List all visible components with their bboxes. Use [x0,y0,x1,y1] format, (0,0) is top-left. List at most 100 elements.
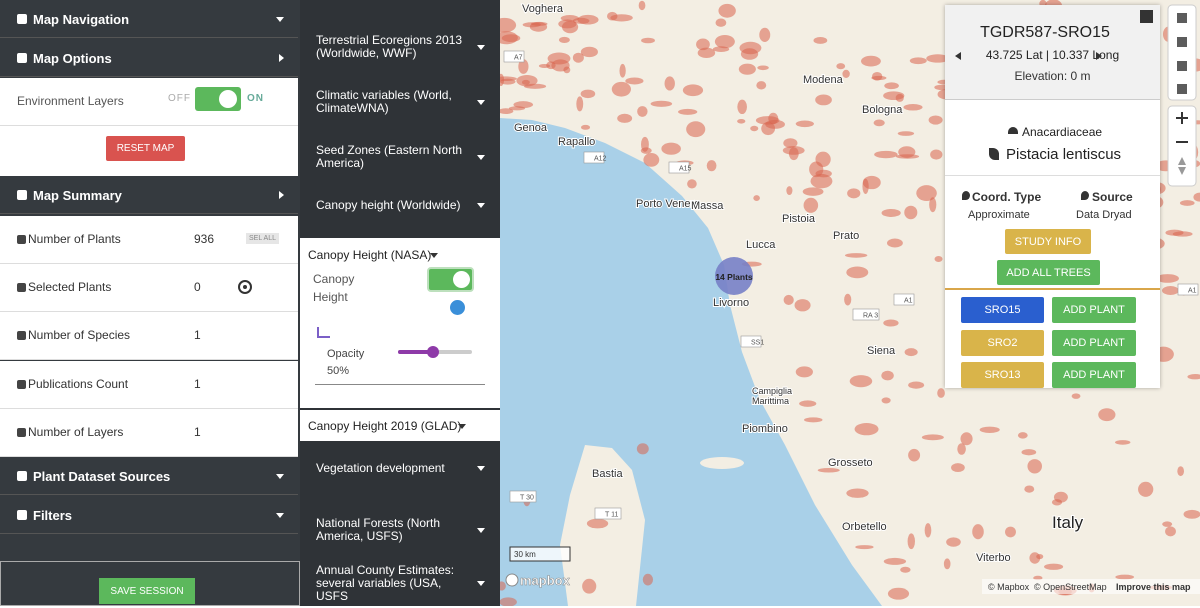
road-label: A15 [679,166,692,173]
coord-type-value: Approximate [968,209,1030,221]
section-title: Filters [33,508,73,523]
summary-row: Number of Layers 1 [0,408,298,457]
compass[interactable] [1178,157,1186,175]
canopy-patch [678,108,698,115]
canopy-patch [508,106,526,111]
attribution[interactable]: Improve this map [1116,582,1191,592]
scale-box [509,546,571,562]
save-session-button[interactable]: SAVE SESSION [99,578,195,604]
layer-item[interactable]: Terrestrial Ecoregions 2013 (Worldwide, … [300,22,500,72]
tree-id-button[interactable]: SRO13 [961,362,1044,388]
canopy-patch [1165,229,1184,236]
canopy-patch [904,205,918,220]
canopy-patch [558,19,577,29]
nasa-panel: Canopy Height (NASA) Canopy Height Opacity… [300,238,500,408]
canopy-patch [1071,393,1081,399]
reset-map-button[interactable]: RESET MAP [106,136,185,161]
opacity-knob[interactable] [427,346,439,358]
layer-item[interactable]: Canopy height (Worldwide) [300,180,500,230]
canopy-patch [926,54,950,63]
prev-arrow[interactable] [955,52,961,60]
canopy-toggle[interactable] [427,267,474,292]
tree-id-button[interactable]: SRO2 [961,329,1044,356]
canopy-patch [979,426,1000,433]
glad-row[interactable]: Canopy Height 2019 (GLAD) [300,410,500,441]
tree-id-button[interactable]: SRO15 [961,297,1044,323]
environment-label: Environment Layers [17,94,124,108]
road-shield [852,308,880,321]
place-label: Voghera [522,3,564,15]
road-label: A1 [1188,288,1197,295]
canopy-patch [737,118,746,124]
canopy-patch [883,91,905,101]
info-icon[interactable] [450,300,465,315]
place-label: Piombino [742,423,788,435]
draw-controls [1167,4,1197,101]
add-all-trees-button[interactable]: ADD ALL TREES [997,260,1100,285]
control-icon[interactable] [1177,13,1187,23]
control-icon[interactable] [1177,61,1187,71]
canopy-patch [696,38,710,51]
study-info-button[interactable]: STUDY INFO [1005,229,1091,254]
add-plant-button[interactable]: ADD PLANT [1052,297,1136,323]
save-row: SAVE SESSION [0,561,300,606]
divider [315,384,485,385]
place-label: Genoa [514,122,548,134]
section-header[interactable]: Map Options [0,39,298,77]
species: Pistacia lentiscus [1006,146,1122,163]
canopy-patch [786,186,793,196]
canopy-patch [1053,491,1068,503]
summary-label: Number of Plants [28,232,121,246]
layer-item[interactable]: National Forests (North America, USFS) [300,505,500,555]
zoom-in[interactable] [1176,112,1188,124]
road-shield [893,293,915,306]
control-icon[interactable] [1177,37,1187,47]
road-shield [740,335,762,348]
place-label: Campiglia Marittima [752,386,792,406]
section-header[interactable]: Plant Dataset Sources [0,457,298,495]
canopy-patch [753,195,760,201]
species-icon [989,148,999,160]
canopy-patch [1115,440,1131,445]
section-title: Map Navigation [33,12,130,27]
caret-icon [477,155,485,160]
canopy-patch [1115,574,1135,580]
divider [945,175,1160,176]
plant-cluster[interactable] [715,257,753,295]
add-plant-button[interactable]: ADD PLANT [1052,362,1136,388]
layer-item[interactable]: Climatic variables (World, ClimateWNA) [300,77,500,127]
canopy-patch [500,108,514,114]
canopy-patch [924,523,932,538]
layer-item[interactable]: Seed Zones (Eastern North America) [300,132,500,182]
add-plant-button[interactable]: ADD PLANT [1052,329,1136,356]
layer-panel: Terrestrial Ecoregions 2013 (Worldwide, … [300,0,500,606]
canopy-patch [617,113,633,123]
row-icon [17,235,26,244]
place-label: Lucca [746,239,776,251]
section-header[interactable]: Map Navigation [0,0,298,38]
canopy-patch [638,0,646,11]
environment-row: Environment Layers OFF ON [0,78,298,126]
section-header[interactable]: Map Summary [0,176,298,214]
environment-toggle[interactable] [195,87,241,111]
canopy-patch [972,524,984,540]
next-arrow[interactable] [1096,52,1102,60]
row-icon [17,427,26,437]
select-all-chip[interactable]: SEL ALL [246,233,279,244]
summary-label: Selected Plants [28,280,112,295]
canopy-patch [803,197,819,213]
chart-icon [317,327,330,338]
canopy-patch [817,468,840,473]
section-header[interactable]: Filters [0,496,298,534]
layer-item[interactable]: Vegetation development [300,443,500,493]
canopy-patch [1187,374,1200,380]
canopy-patch [900,566,911,573]
control-icon[interactable] [1177,84,1187,94]
close-button[interactable] [1140,10,1153,23]
canopy-patch [1179,200,1195,206]
canopy-patch [1162,521,1173,527]
canopy-patch [500,17,517,33]
layer-item[interactable]: Annual County Estimates: several variabl… [300,558,500,608]
target-button[interactable] [238,280,252,295]
canopy-patch [794,299,811,312]
